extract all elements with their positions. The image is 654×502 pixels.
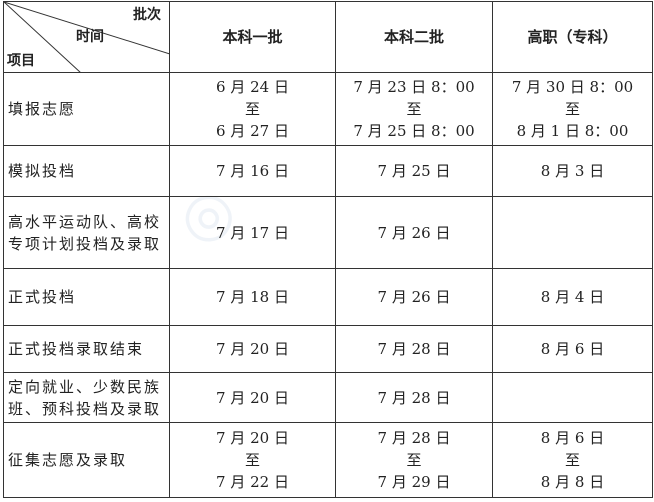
date-text-line: 7 月 18 日 <box>216 288 289 306</box>
item-text-line: 正式投档录取结束 <box>8 340 145 358</box>
date-text-line: 7 月 30 日 8：00 <box>511 78 634 96</box>
date-text-line: 至 <box>564 451 580 469</box>
row-item-label: 征集志愿及录取 <box>3 422 170 498</box>
date-text-line: 8 月 3 日 <box>540 162 605 180</box>
date-cell: 7 月 17 日 <box>169 196 336 269</box>
date-text-line: 7 月 29 日 <box>377 473 451 491</box>
date-cell: 7 月 25 日 <box>335 145 493 197</box>
date-text-line: 7 月 26 日 <box>377 223 451 242</box>
date-text-line: 8 月 6 日 <box>540 340 605 358</box>
date-cell: 6 月 24 日至 6 月 27 日 <box>169 72 336 146</box>
header-row: 批次 时间 项目 本科一批 本科二批 高职（专科） <box>3 1 653 73</box>
date-cell: 7 月 20 日 <box>169 372 336 423</box>
date-cell: 7 月 23 日 8：00 至 7 月 25 日 8：00 <box>335 72 493 146</box>
row-item-label: 高水平运动队、高校 专项计划投档及录取 <box>3 196 170 269</box>
date-text-line: 7 月 28 日 <box>377 388 451 407</box>
date-cell <box>492 372 653 423</box>
date-cell: 7 月 26 日 <box>335 196 493 269</box>
date-text-line: 7 月 28 日 <box>377 340 451 358</box>
date-text-line: 7 月 17 日 <box>216 223 289 242</box>
column-header: 本科二批 <box>335 1 493 73</box>
item-text-line: 班、预科投档及录取 <box>8 399 162 418</box>
date-text-line: 7 月 23 日 8：00 <box>353 78 475 96</box>
date-cell: 8 月 3 日 <box>492 145 653 197</box>
date-text-line: 7 月 20 日 <box>216 388 289 407</box>
date-text-line: 6 月 24 日 <box>216 78 289 96</box>
corner-item-label: 项目 <box>7 53 35 69</box>
table-row: 高水平运动队、高校 专项计划投档及录取 7 月 17 日 7 月 26 日 <box>3 196 653 269</box>
item-text-line: 高水平运动队、高校 <box>8 212 162 231</box>
row-item-label: 填报志愿 <box>3 72 170 146</box>
date-cell: 8 月 4 日 <box>492 268 653 326</box>
item-text-line: 填报志愿 <box>8 100 77 118</box>
date-text-line: 8 月 8 日 <box>540 473 605 491</box>
date-text-line: 7 月 25 日 8：00 <box>353 122 475 140</box>
date-text-line: 至 <box>564 100 580 118</box>
date-text-line: 至 <box>244 451 260 469</box>
item-text-line: 定向就业、少数民族 <box>8 377 162 396</box>
date-text-line: 至 <box>406 100 422 118</box>
date-text-line: 8 月 6 日 <box>540 429 605 447</box>
date-cell: 7 月 30 日 8：00 至 8 月 1 日 8：00 <box>492 72 653 146</box>
row-item-label: 模拟投档 <box>3 145 170 197</box>
item-text-line: 模拟投档 <box>8 162 77 180</box>
row-item-label: 定向就业、少数民族 班、预科投档及录取 <box>3 372 170 423</box>
corner-header-cell: 批次 时间 项目 <box>3 1 170 73</box>
date-text-line: 7 月 22 日 <box>216 473 289 491</box>
item-text-line: 专项计划投档及录取 <box>8 234 162 253</box>
date-text-line: 6 月 27 日 <box>216 122 289 140</box>
date-cell: 7 月 16 日 <box>169 145 336 197</box>
date-text-line: 7 月 20 日 <box>216 340 289 358</box>
date-text-line: 8 月 1 日 8：00 <box>516 122 629 140</box>
row-item-label: 正式投档 <box>3 268 170 326</box>
corner-time-label: 时间 <box>76 29 104 45</box>
table-row: 正式投档录取结束 7 月 20 日 7 月 28 日 8 月 6 日 <box>3 325 653 373</box>
column-header: 高职（专科） <box>492 1 653 73</box>
date-cell: 8 月 6 日 <box>492 325 653 373</box>
diagonal-lines <box>4 2 170 73</box>
date-text-line: 至 <box>406 451 422 469</box>
table-row: 正式投档 7 月 18 日 7 月 26 日 8 月 4 日 <box>3 268 653 326</box>
date-cell: 7 月 26 日 <box>335 268 493 326</box>
date-text-line: 8 月 4 日 <box>540 288 605 306</box>
date-cell: 7 月 28 日 <box>335 372 493 423</box>
date-text-line: 7 月 25 日 <box>377 162 451 180</box>
corner-batch-label: 批次 <box>133 7 161 23</box>
date-text-line: 7 月 28 日 <box>377 429 451 447</box>
table-row: 模拟投档 7 月 16 日 7 月 25 日 8 月 3 日 <box>3 145 653 197</box>
date-cell <box>492 196 653 269</box>
column-header: 本科一批 <box>169 1 336 73</box>
date-cell: 7 月 20 日至 7 月 22 日 <box>169 422 336 498</box>
date-text-line: 7 月 16 日 <box>216 162 289 180</box>
date-cell: 7 月 20 日 <box>169 325 336 373</box>
table-row: 定向就业、少数民族 班、预科投档及录取 7 月 20 日 7 月 28 日 <box>3 372 653 423</box>
date-cell: 7 月 28 日 <box>335 325 493 373</box>
date-text-line: 7 月 26 日 <box>377 288 451 306</box>
date-cell: 7 月 18 日 <box>169 268 336 326</box>
date-cell: 8 月 6 日至 8 月 8 日 <box>492 422 653 498</box>
date-text-line: 7 月 20 日 <box>216 429 289 447</box>
item-text-line: 正式投档 <box>8 288 77 306</box>
row-item-label: 正式投档录取结束 <box>3 325 170 373</box>
item-text-line: 征集志愿及录取 <box>8 451 128 469</box>
date-text-line: 至 <box>244 100 260 118</box>
date-cell: 7 月 28 日至 7 月 29 日 <box>335 422 493 498</box>
